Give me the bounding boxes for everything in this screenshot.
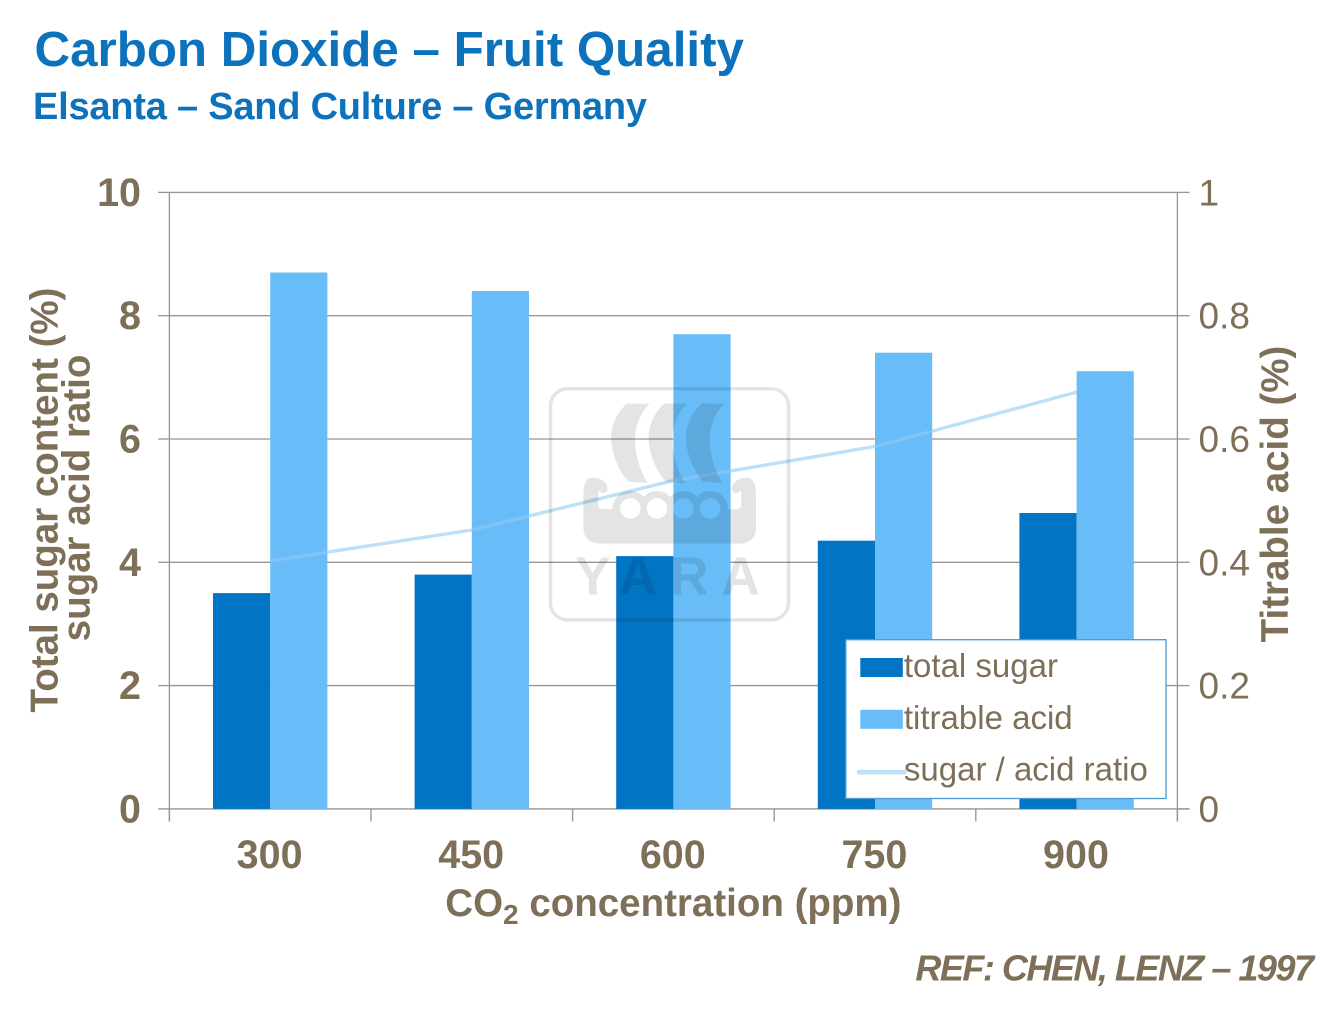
svg-text:0.8: 0.8 bbox=[1199, 296, 1250, 337]
svg-text:0.4: 0.4 bbox=[1199, 542, 1250, 583]
svg-text:1: 1 bbox=[1199, 172, 1220, 213]
svg-text:Total sugar content (%): Total sugar content (%) bbox=[24, 288, 67, 713]
svg-text:750: 750 bbox=[841, 833, 907, 877]
svg-text:6: 6 bbox=[119, 418, 141, 462]
svg-text:Carbon Dioxide – Fruit Quality: Carbon Dioxide – Fruit Quality bbox=[35, 22, 745, 77]
svg-text:0.6: 0.6 bbox=[1199, 419, 1250, 460]
svg-text:300: 300 bbox=[237, 833, 303, 877]
svg-text:total sugar: total sugar bbox=[904, 647, 1058, 684]
svg-text:REF: CHEN, LENZ – 1997: REF: CHEN, LENZ – 1997 bbox=[915, 947, 1316, 988]
svg-text:sugar / acid ratio: sugar / acid ratio bbox=[904, 751, 1148, 788]
svg-text:titrable acid: titrable acid bbox=[904, 699, 1073, 736]
svg-text:450: 450 bbox=[438, 833, 504, 877]
svg-text:YARA: YARA bbox=[575, 547, 773, 607]
svg-text:0: 0 bbox=[119, 787, 141, 831]
svg-text:Elsanta – Sand Culture – Germa: Elsanta – Sand Culture – Germany bbox=[33, 86, 647, 128]
svg-text:4: 4 bbox=[119, 541, 141, 585]
svg-text:8: 8 bbox=[119, 294, 141, 338]
svg-text:Titrable acid (%): Titrable acid (%) bbox=[1254, 346, 1297, 643]
svg-text:0: 0 bbox=[1199, 789, 1220, 830]
svg-text:sugar acid ratio: sugar acid ratio bbox=[56, 355, 99, 642]
svg-text:2: 2 bbox=[119, 664, 141, 708]
svg-text:600: 600 bbox=[640, 833, 706, 877]
svg-text:0.2: 0.2 bbox=[1199, 666, 1250, 707]
svg-text:10: 10 bbox=[97, 171, 141, 215]
svg-text:CO2 concentration (ppm): CO2 concentration (ppm) bbox=[445, 882, 901, 930]
svg-text:900: 900 bbox=[1043, 833, 1109, 877]
